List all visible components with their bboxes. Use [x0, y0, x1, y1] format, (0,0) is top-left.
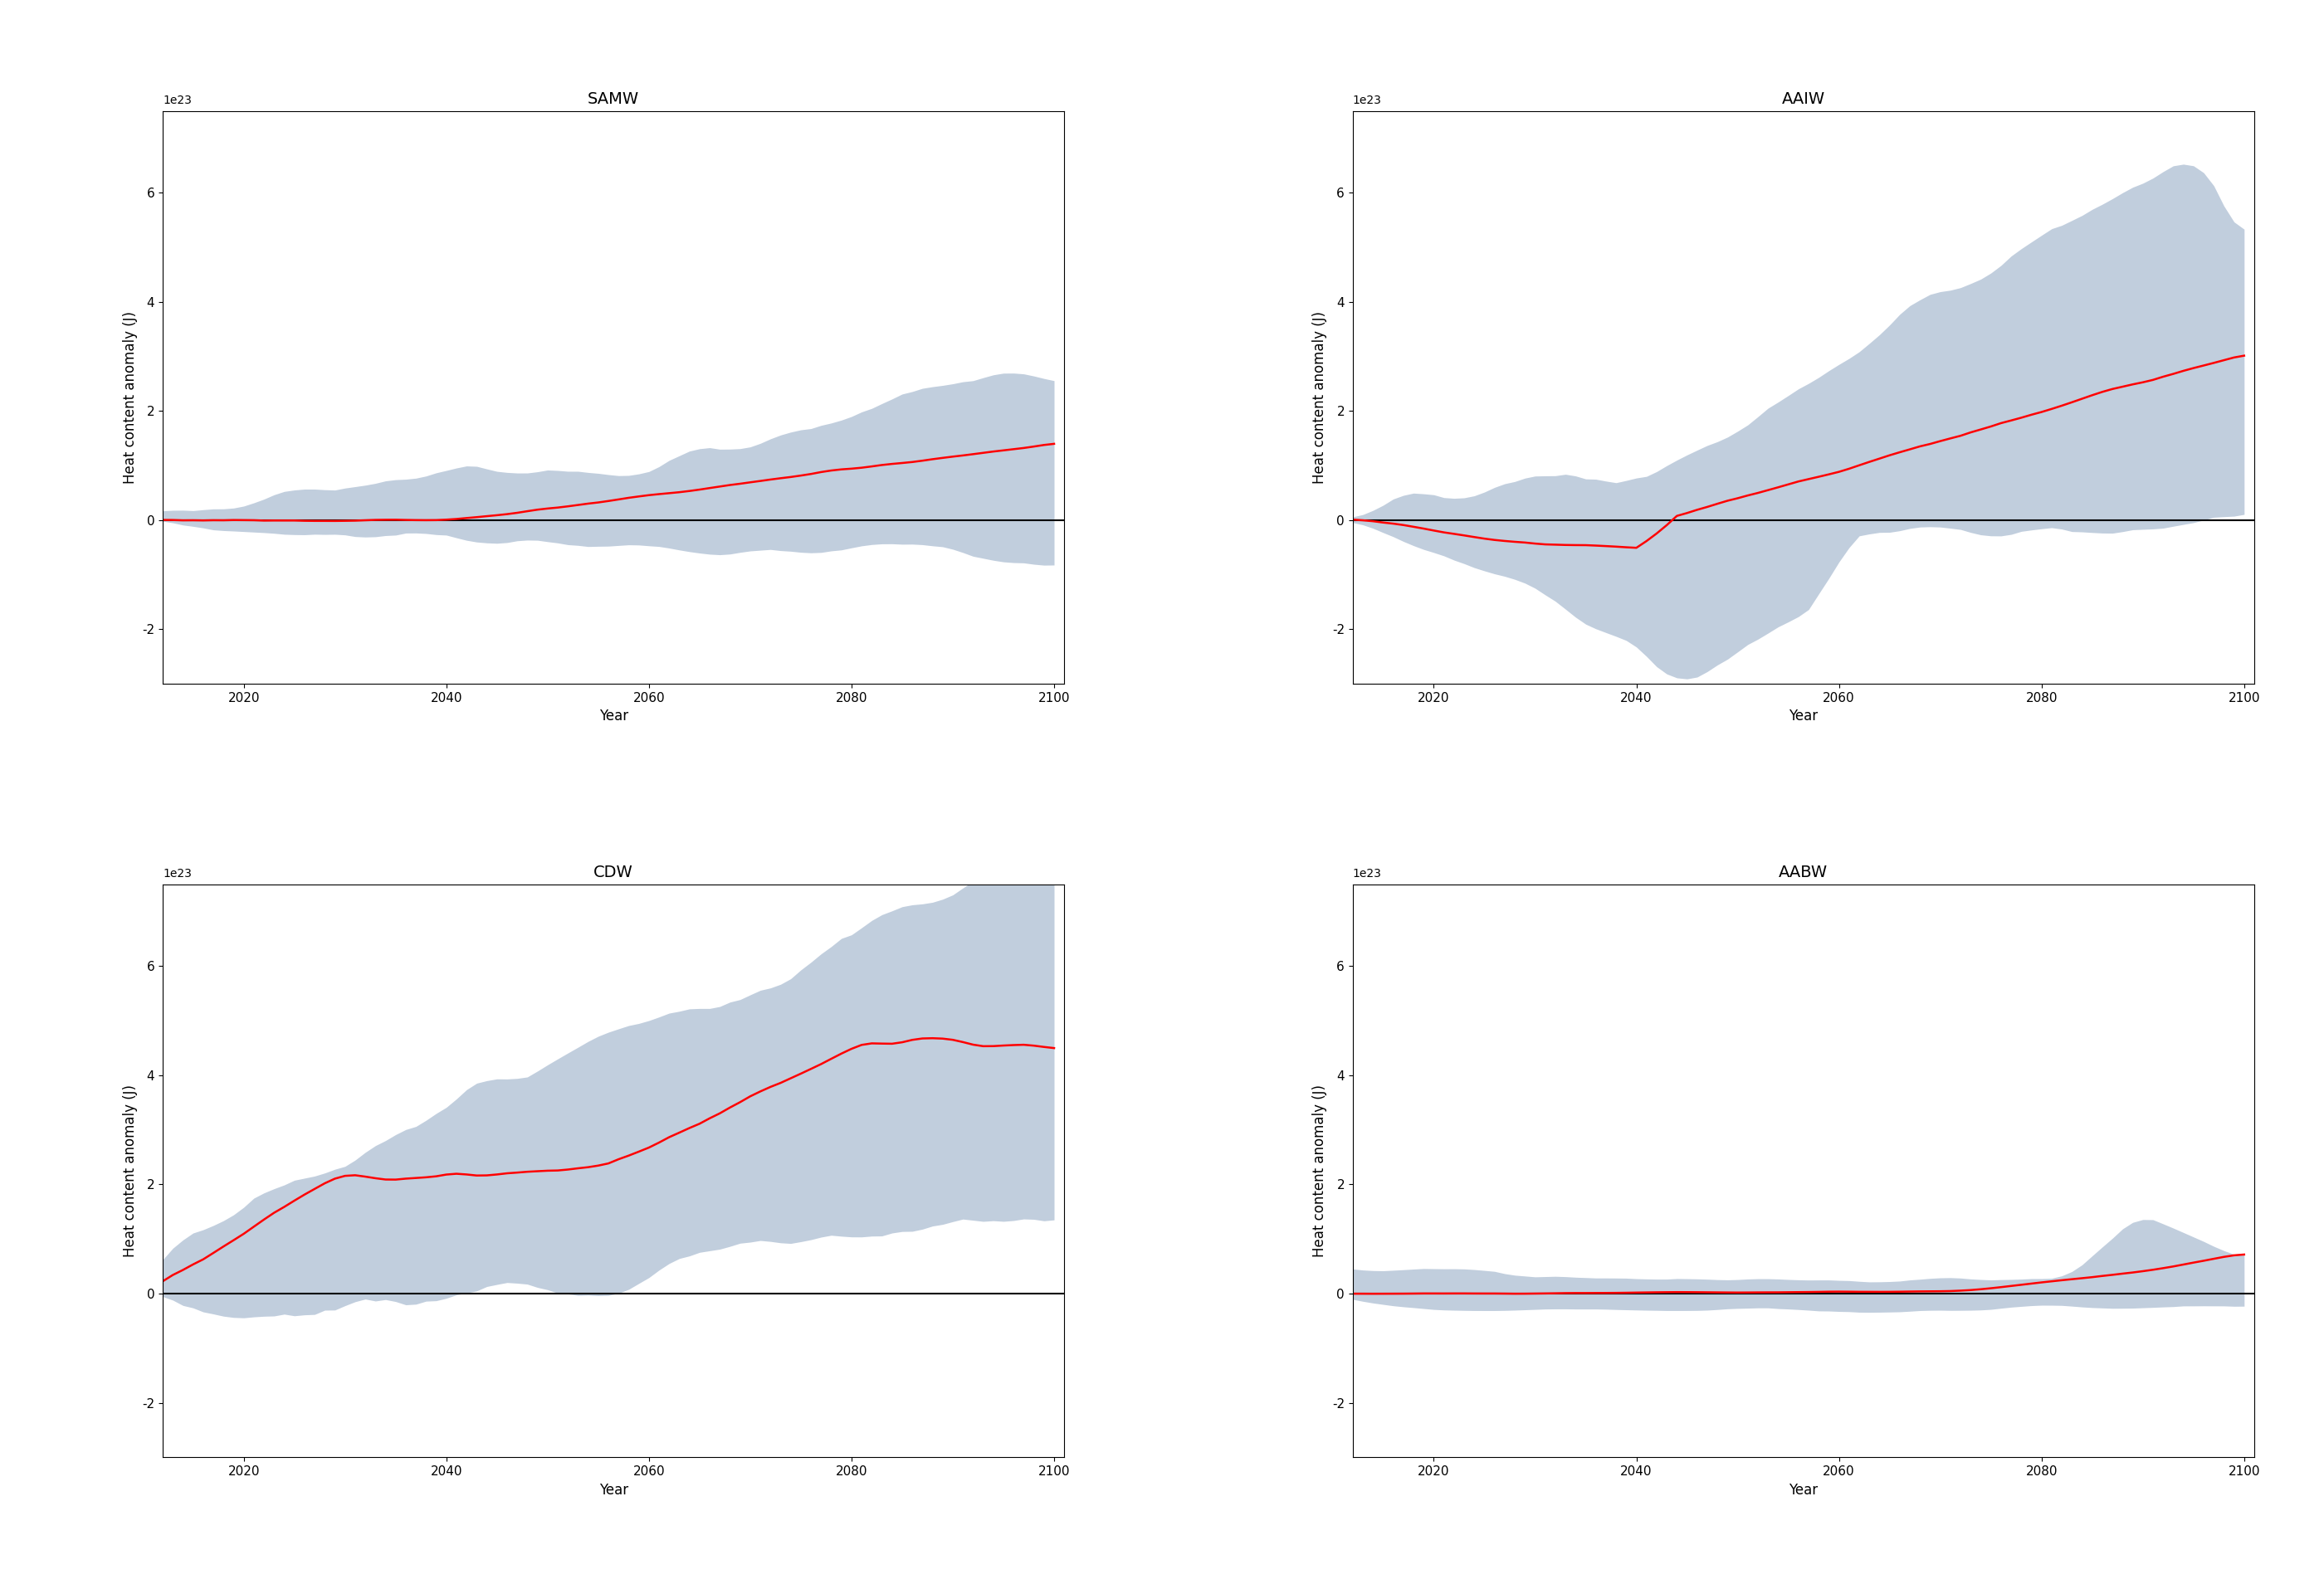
Title: AAIW: AAIW	[1783, 92, 1824, 108]
Y-axis label: Heat content anomaly (J): Heat content anomaly (J)	[123, 310, 137, 483]
X-axis label: Year: Year	[1789, 1483, 1817, 1497]
Y-axis label: Heat content anomaly (J): Heat content anomaly (J)	[1313, 1085, 1327, 1258]
Text: 1e23: 1e23	[1353, 868, 1383, 879]
Text: 1e23: 1e23	[163, 868, 191, 879]
X-axis label: Year: Year	[600, 1483, 627, 1497]
Y-axis label: Heat content anomaly (J): Heat content anomaly (J)	[1313, 310, 1327, 483]
Text: 1e23: 1e23	[1353, 95, 1383, 106]
X-axis label: Year: Year	[1789, 710, 1817, 724]
Text: 1e23: 1e23	[163, 95, 191, 106]
Title: AABW: AABW	[1778, 865, 1829, 881]
Y-axis label: Heat content anomaly (J): Heat content anomaly (J)	[123, 1085, 137, 1258]
Title: SAMW: SAMW	[588, 92, 639, 108]
Title: CDW: CDW	[593, 865, 632, 881]
X-axis label: Year: Year	[600, 710, 627, 724]
